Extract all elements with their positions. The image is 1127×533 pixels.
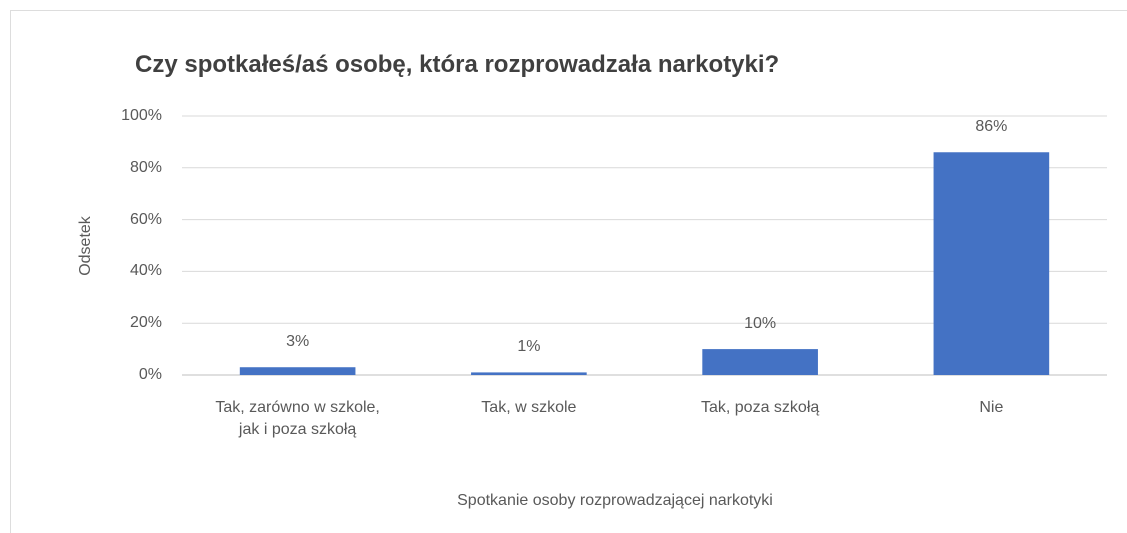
- x-axis-title: Spotkanie osoby rozprowadzającej narkoty…: [457, 492, 773, 509]
- data-label: 3%: [286, 333, 310, 351]
- y-axis-title: Odsetek: [77, 216, 94, 276]
- y-tick-label: 0%: [138, 366, 162, 383]
- bar: [702, 349, 818, 375]
- y-tick-label: 40%: [129, 262, 162, 280]
- bar: [471, 372, 587, 375]
- bar: [933, 152, 1050, 375]
- data-label: 86%: [975, 118, 1008, 136]
- y-tick-label: 20%: [129, 314, 162, 332]
- x-tick-label: Tak, w szkole: [481, 399, 577, 416]
- bar: [239, 367, 356, 375]
- data-label: 1%: [517, 338, 541, 356]
- y-tick-label: 80%: [129, 158, 162, 176]
- x-tick-label: Nie: [979, 399, 1004, 416]
- data-label: 10%: [744, 315, 777, 333]
- chart-title: Czy spotkałeś/aś osobę, która rozprowadz…: [135, 51, 780, 78]
- chart-frame: [10, 10, 1127, 533]
- x-tick-label: Tak, zarówno w szkole, jak i poza szkołą: [215, 399, 380, 438]
- x-tick-label: Tak, poza szkołą: [700, 399, 820, 416]
- y-tick-label: 60%: [129, 210, 162, 228]
- y-tick-label: 100%: [121, 107, 162, 124]
